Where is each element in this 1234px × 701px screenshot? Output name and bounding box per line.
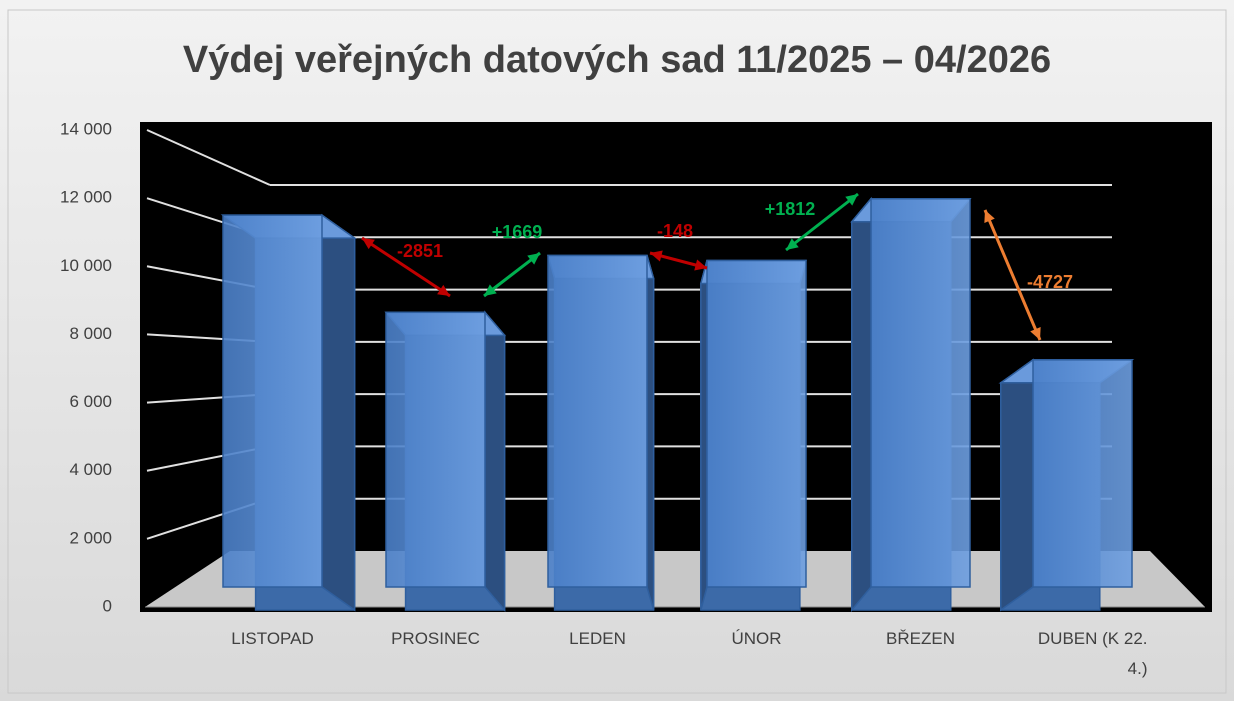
bar: [850, 196, 972, 613]
y-tick-label: 10 000: [60, 256, 112, 275]
arrow: [785, 192, 859, 252]
y-tick-label: 8 000: [69, 324, 112, 343]
bar-front: [870, 198, 971, 588]
grid-line-side: [146, 129, 271, 186]
bar: [998, 358, 1135, 612]
arrow-head: [437, 284, 450, 296]
x-tick-label: ÚNOR: [731, 629, 782, 648]
annotation: +1669: [492, 222, 543, 242]
arrow-head: [484, 284, 497, 296]
arrow: [361, 236, 451, 298]
arrow-head: [786, 238, 799, 250]
chart-title: Výdej veřejných datových sad 11/2025 – 0…: [183, 39, 1051, 81]
annotation: +1812: [765, 199, 816, 219]
y-tick-label: 14 000: [60, 119, 112, 138]
y-tick-label: 6 000: [69, 392, 112, 411]
bar: [547, 254, 655, 611]
bar-front: [1032, 359, 1133, 588]
x-tick-label: PROSINEC: [391, 629, 480, 648]
arrow-head: [984, 210, 995, 223]
bar: [699, 259, 807, 611]
x-tick-label: DUBEN (K 22. 4.): [1037, 629, 1148, 678]
y-tick-label: 0: [103, 596, 112, 615]
y-tick-label: 12 000: [60, 188, 112, 207]
annotation: -4727: [1027, 272, 1073, 292]
bar: [384, 310, 507, 613]
bar-front: [547, 254, 648, 588]
bar: [220, 213, 357, 612]
arrow-head: [694, 259, 707, 271]
bar-front: [385, 311, 486, 588]
arrow-head: [527, 253, 540, 265]
x-tick-label: LISTOPAD: [231, 629, 314, 648]
arrow-head: [1030, 327, 1041, 340]
bar-side: [484, 310, 506, 613]
x-tick-label: BŘEZEN: [886, 629, 955, 648]
bar-side: [700, 260, 708, 611]
bar-side: [646, 255, 655, 611]
frame: [7, 9, 1227, 694]
arrow-head: [650, 250, 663, 262]
bar-side: [321, 213, 356, 612]
annotation: -2851: [397, 241, 443, 261]
annotation: -148: [657, 221, 693, 241]
arrow-head: [362, 238, 375, 250]
y-tick-label: 4 000: [69, 460, 112, 479]
arrow: [483, 251, 541, 298]
bar-side: [1000, 358, 1034, 612]
x-tick-label: LEDEN: [569, 629, 626, 648]
bar-front: [706, 259, 807, 588]
arrow: [983, 209, 1042, 341]
arrow-head: [845, 194, 858, 206]
bar-side: [851, 196, 872, 613]
y-tick-label: 2 000: [69, 528, 112, 547]
bar-front: [222, 214, 323, 588]
